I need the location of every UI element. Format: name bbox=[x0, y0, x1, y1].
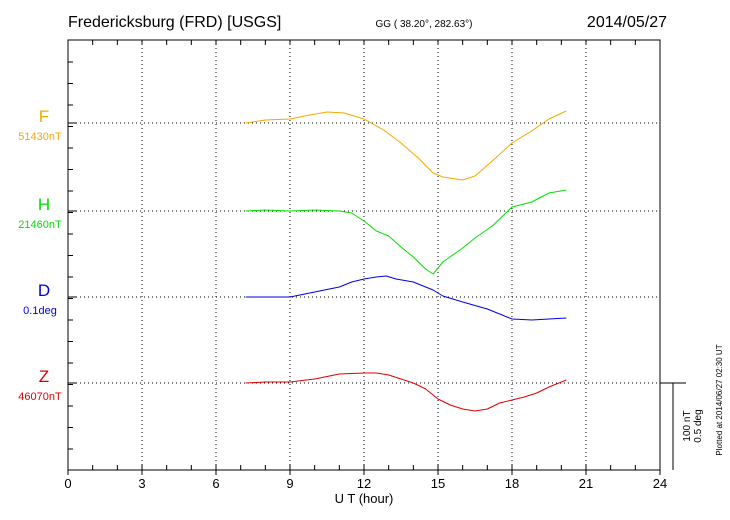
scale-bar: 100 nT 0.5 deg bbox=[660, 382, 704, 470]
x-tick-label: 21 bbox=[579, 476, 593, 491]
plotted-at-note: Plotted at 2014/06/27 02:30 UT bbox=[715, 344, 724, 455]
x-tick-label: 0 bbox=[64, 476, 71, 491]
series-h-baseline: 21460nT bbox=[18, 219, 62, 231]
axis-ticks: 0 3 6 9 12 15 18 21 24 bbox=[64, 40, 667, 491]
x-axis-label: U T (hour) bbox=[335, 491, 394, 506]
x-tick-label: 18 bbox=[505, 476, 519, 491]
station-coordinates: GG ( 38.20°, 282.63°) bbox=[376, 19, 473, 30]
series-h-trace bbox=[245, 189, 567, 275]
series-f-trace bbox=[245, 110, 567, 181]
series-group bbox=[245, 110, 567, 412]
series-z-baseline: 46070nT bbox=[18, 391, 62, 403]
station-title: Fredericksburg (FRD) [USGS] bbox=[68, 14, 281, 31]
x-tick-label: 3 bbox=[138, 476, 145, 491]
scale-bar-nt-label: 100 nT bbox=[682, 410, 693, 441]
series-f-name: F bbox=[39, 107, 49, 126]
series-d-trace bbox=[245, 275, 567, 321]
x-tick-label: 12 bbox=[357, 476, 371, 491]
x-tick-label: 6 bbox=[212, 476, 219, 491]
series-f-baseline: 51430nT bbox=[18, 131, 62, 143]
grid-lines bbox=[68, 40, 660, 470]
series-d-name: D bbox=[38, 281, 50, 300]
series-labels: F 51430nT H 21460nT D 0.1deg Z 46070nT bbox=[18, 107, 62, 403]
scale-bar-deg-label: 0.5 deg bbox=[693, 409, 704, 442]
x-tick-label: 9 bbox=[286, 476, 293, 491]
x-tick-label: 15 bbox=[431, 476, 445, 491]
series-h-name: H bbox=[38, 195, 50, 214]
series-z-name: Z bbox=[39, 367, 49, 386]
series-d-baseline: 0.1deg bbox=[23, 305, 57, 317]
x-tick-label: 24 bbox=[653, 476, 667, 491]
series-z-trace bbox=[245, 372, 567, 412]
plot-date: 2014/05/27 bbox=[587, 14, 667, 31]
